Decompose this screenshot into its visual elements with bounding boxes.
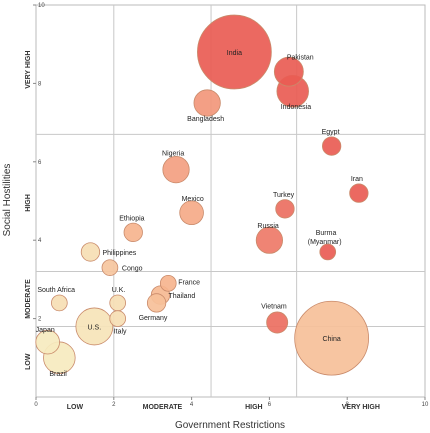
bubble-label-mexico: Mexico [182,196,204,203]
bubble-russia [255,226,283,254]
bubble-label-bangladesh: Bangladesh [187,116,224,123]
bubble-india [197,14,272,90]
x-axis-title: Government Restrictions [175,420,285,431]
bubble-mexico [179,200,204,226]
y-band-label: MODERATE [25,279,32,319]
bubble-south-africa [51,294,68,312]
y-tick-label: 10 [38,3,45,9]
x-band-label: LOW [67,404,84,411]
bubble-u-k [109,294,127,312]
bubble-label-iran: Iran [351,176,363,183]
bubble-label-u-s: U.S. [88,324,102,331]
bubble-label-brazil: Brazil [49,371,67,378]
x-tick-label: 8 [346,402,350,408]
y-tick-label: 2 [38,317,42,323]
x-tick-label: 0 [34,402,38,408]
x-tick-label: 4 [190,402,194,408]
x-band-label: VERY HIGH [342,404,380,411]
bubble-pakistan [273,56,304,87]
bubble-label-india: India [227,50,242,57]
bubble-layer [35,14,370,376]
bubble-japan [35,329,60,355]
y-tick-label: 6 [38,160,42,166]
bubble-bangladesh [193,89,221,117]
bubble-label-south-africa: South Africa [37,287,75,294]
bubble-label-philippines: Philippines [102,250,136,257]
bubble-u-s [75,307,114,346]
bubble-label-congo: Congo [122,266,143,273]
bubble-label-burma-myanmar: Burma [316,230,337,237]
bubble-label-nigeria: Nigeria [162,151,184,158]
bubble-label-japan: Japan [36,327,55,334]
bubble-label-vietnam: Vietnam [261,304,287,311]
x-tick-label: 6 [268,402,272,408]
bubble-germany [146,293,167,313]
bubble-label-france: France [178,279,200,286]
bubble-label-indonesia: Indonesia [281,104,311,111]
bubble-label-u-k: U.K. [112,287,126,294]
x-band-label: MODERATE [143,404,183,411]
y-tick-label: 4 [38,238,42,244]
bubble-egypt [322,136,342,156]
bubble-nigeria [162,156,190,184]
bubble-label-turkey: Turkey [273,192,295,199]
bubble-label-pakistan: Pakistan [287,55,314,62]
bubble-label-burma-myanmar-sub: (Myanmar) [308,239,342,246]
y-band-label: HIGH [25,194,32,212]
y-band-label: LOW [25,353,32,370]
bubble-label-thailand: Thailand [168,293,195,300]
bubble-congo [101,259,119,276]
bubble-label-china: China [322,336,340,343]
label-layer: India Pakistan Indonesia Bangladesh Egypt Nig… [36,50,363,378]
plot-frame [35,4,426,398]
bubble-label-italy: Italy [114,329,127,336]
y-band-label: VERY HIGH [25,51,32,89]
bubble-label-egypt: Egypt [322,129,340,136]
bubble-france [159,274,177,292]
x-band-label: HIGH [245,404,263,411]
bubble-iran [349,183,369,203]
bubble-label-germany: Germany [139,315,168,322]
x-tick-label: 2 [112,402,116,408]
y-tick-label: 8 [38,81,42,87]
axis-layer: 0 2 4 6 8 10 2 4 6 8 10 LOW MODERATE HIGH VERY HIGH LOW… [25,3,429,411]
bubble-china [294,300,370,376]
x-tick-label: 10 [422,402,429,408]
bubble-label-ethiopia: Ethiopia [119,215,144,222]
bubble-burma-myanmar [319,243,337,261]
bubble-vietnam [266,311,289,334]
bubble-label-russia: Russia [257,223,279,230]
bubble-ethiopia [123,222,143,242]
y-axis-title: Social Hostilities [2,164,13,237]
bubble-italy [109,310,127,327]
bubble-turkey [275,199,295,219]
bubble-philippines [80,242,101,262]
